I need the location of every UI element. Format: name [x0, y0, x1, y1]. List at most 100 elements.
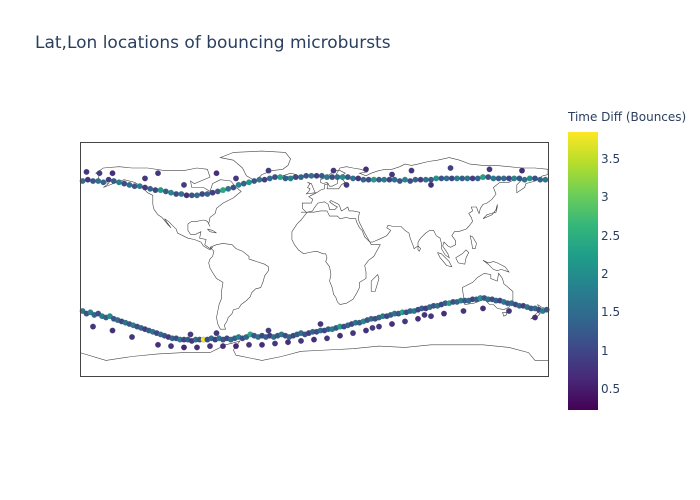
microburst-point[interactable]: [441, 310, 448, 317]
microburst-point[interactable]: [428, 176, 435, 183]
microburst-point[interactable]: [100, 179, 107, 186]
microburst-point[interactable]: [480, 174, 487, 181]
microburst-point[interactable]: [376, 323, 383, 330]
microburst-point[interactable]: [105, 176, 112, 183]
microburst-point[interactable]: [344, 174, 351, 181]
microburst-point[interactable]: [363, 166, 370, 173]
microburst-point[interactable]: [350, 330, 357, 337]
microburst-point[interactable]: [240, 180, 247, 187]
microburst-point[interactable]: [324, 335, 331, 342]
microburst-point[interactable]: [109, 327, 116, 334]
microburst-point[interactable]: [162, 188, 169, 195]
microburst-point[interactable]: [131, 183, 138, 190]
microburst-point[interactable]: [251, 177, 258, 184]
microburst-point[interactable]: [330, 167, 337, 174]
microburst-point[interactable]: [282, 175, 289, 182]
microburst-point[interactable]: [334, 174, 341, 181]
microburst-point[interactable]: [308, 172, 315, 179]
microburst-point[interactable]: [232, 175, 239, 182]
microburst-point[interactable]: [141, 175, 148, 182]
microburst-point[interactable]: [261, 176, 268, 183]
microburst-point[interactable]: [490, 175, 497, 182]
microburst-point[interactable]: [532, 314, 539, 321]
microburst-point[interactable]: [292, 174, 299, 181]
microburst-point[interactable]: [265, 327, 272, 334]
microburst-point[interactable]: [363, 327, 370, 334]
microburst-point[interactable]: [495, 175, 502, 182]
microburst-point[interactable]: [447, 164, 454, 171]
microburst-point[interactable]: [193, 344, 200, 351]
microburst-point[interactable]: [521, 176, 528, 183]
microburst-point[interactable]: [89, 177, 96, 184]
microburst-point[interactable]: [266, 175, 273, 182]
microburst-point[interactable]: [329, 174, 336, 181]
microburst-point[interactable]: [180, 344, 187, 351]
microburst-point[interactable]: [109, 170, 116, 177]
microburst-point[interactable]: [519, 167, 526, 174]
microburst-point[interactable]: [277, 174, 284, 181]
microburst-point[interactable]: [209, 189, 216, 196]
microburst-point[interactable]: [542, 176, 549, 183]
microburst-point[interactable]: [486, 166, 493, 173]
microburst-point[interactable]: [193, 192, 200, 199]
microburst-point[interactable]: [408, 167, 415, 174]
microburst-point[interactable]: [480, 305, 487, 312]
microburst-point[interactable]: [84, 176, 91, 183]
microburst-point[interactable]: [256, 176, 263, 183]
microburst-point[interactable]: [96, 170, 103, 177]
microburst-point[interactable]: [381, 176, 388, 183]
microburst-point[interactable]: [389, 321, 396, 328]
microburst-point[interactable]: [511, 175, 518, 182]
microburst-point[interactable]: [391, 176, 398, 183]
microburst-point[interactable]: [213, 330, 220, 337]
microburst-point[interactable]: [115, 179, 122, 186]
microburst-point[interactable]: [339, 174, 346, 181]
microburst-point[interactable]: [350, 175, 357, 182]
microburst-point[interactable]: [402, 176, 409, 183]
microburst-point[interactable]: [136, 183, 143, 190]
microburst-point[interactable]: [121, 180, 128, 187]
microburst-point[interactable]: [230, 184, 237, 191]
microburst-point[interactable]: [448, 175, 455, 182]
microburst-point[interactable]: [402, 318, 409, 325]
microburst-point[interactable]: [318, 172, 325, 179]
microburst-point[interactable]: [187, 331, 194, 338]
microburst-point[interactable]: [147, 185, 154, 192]
microburst-point[interactable]: [154, 341, 161, 348]
microburst-point[interactable]: [428, 181, 435, 188]
microburst-point[interactable]: [265, 167, 272, 174]
microburst-point[interactable]: [422, 176, 429, 183]
microburst-point[interactable]: [128, 334, 135, 341]
microburst-point[interactable]: [428, 313, 435, 320]
microburst-point[interactable]: [460, 308, 467, 315]
microburst-point[interactable]: [183, 192, 190, 199]
microburst-point[interactable]: [443, 175, 450, 182]
microburst-point[interactable]: [245, 179, 252, 186]
microburst-point[interactable]: [287, 175, 294, 182]
microburst-point[interactable]: [355, 175, 362, 182]
microburst-point[interactable]: [369, 324, 376, 331]
microburst-point[interactable]: [178, 190, 185, 197]
microburst-point[interactable]: [95, 177, 102, 184]
microburst-point[interactable]: [225, 185, 232, 192]
microburst-point[interactable]: [415, 315, 422, 322]
microburst-point[interactable]: [311, 336, 318, 343]
microburst-point[interactable]: [199, 190, 206, 197]
microburst-point[interactable]: [89, 323, 96, 330]
microburst-point[interactable]: [213, 170, 220, 177]
microburst-point[interactable]: [272, 340, 279, 347]
microburst-point[interactable]: [214, 188, 221, 195]
microburst-point[interactable]: [417, 176, 424, 183]
microburst-point[interactable]: [235, 181, 242, 188]
microburst-point[interactable]: [219, 343, 226, 350]
microburst-point[interactable]: [506, 175, 513, 182]
microburst-point[interactable]: [180, 181, 187, 188]
microburst-point[interactable]: [459, 175, 466, 182]
microburst-point[interactable]: [188, 192, 195, 199]
microburst-point[interactable]: [141, 184, 148, 191]
microburst-point[interactable]: [433, 175, 440, 182]
microburst-point[interactable]: [396, 177, 403, 184]
microburst-point[interactable]: [370, 176, 377, 183]
microburst-point[interactable]: [152, 187, 159, 194]
microburst-point[interactable]: [154, 170, 161, 177]
